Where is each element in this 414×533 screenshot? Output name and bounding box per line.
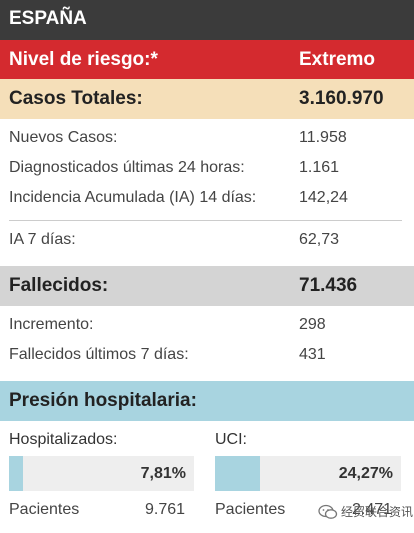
wechat-icon	[318, 504, 338, 519]
total-cases-value: 3.160.970	[299, 88, 384, 109]
icu-label: UCI:	[215, 431, 247, 448]
risk-level-label: Nivel de riesgo:*	[9, 49, 158, 70]
hospitalized-bar: 7,81%	[9, 456, 194, 491]
diagnosed-24h-label: Diagnosticados últimas 24 horas:	[9, 159, 245, 176]
new-cases-value: 11.958	[299, 129, 347, 146]
icu-bar-fill	[215, 456, 261, 491]
region-header: ESPAÑA	[0, 0, 414, 40]
watermark: 经贸联合资讯	[318, 503, 413, 520]
deaths-increment-value: 298	[299, 316, 326, 333]
incidence-7d-value: 62,73	[299, 231, 340, 248]
deaths-7d-value: 431	[299, 346, 326, 363]
hospitalized-bar-fill	[9, 456, 24, 491]
deaths-label: Fallecidos:	[9, 275, 109, 296]
hospital-pressure-band: Presión hospitalaria:	[0, 381, 414, 421]
hospitalized-patients-value: 9.761	[145, 501, 186, 518]
icu-patients-label: Pacientes	[215, 501, 286, 518]
icu-patients-value: 2.471	[352, 501, 393, 518]
hospitalized-percent: 7,81%	[140, 465, 186, 482]
new-cases-label: Nuevos Casos:	[9, 129, 118, 146]
icu-percent: 24,27%	[338, 465, 393, 482]
diagnosed-24h-value: 1.161	[299, 159, 340, 176]
hospitalized-patients-label: Pacientes	[9, 501, 80, 518]
incidence-14d-value: 142,24	[299, 189, 348, 206]
section-divider	[9, 220, 402, 221]
risk-level-row: Nivel de riesgo:* Extremo	[0, 40, 414, 79]
watermark-text: 经贸联合资讯	[341, 505, 414, 519]
deaths-increment-label: Incremento:	[9, 316, 94, 333]
region-title: ESPAÑA	[9, 8, 87, 29]
deaths-value: 71.436	[299, 275, 358, 296]
risk-level-value: Extremo	[299, 49, 376, 70]
deaths-7d-label: Fallecidos últimos 7 días:	[9, 346, 189, 363]
hospitalized-label: Hospitalizados:	[9, 431, 118, 448]
incidence-14d-label: Incidencia Acumulada (IA) 14 días:	[9, 189, 257, 206]
deaths-band: Fallecidos: 71.436	[0, 266, 414, 306]
total-cases-label: Casos Totales:	[9, 88, 143, 109]
incidence-7d-label: IA 7 días:	[9, 231, 76, 248]
hospital-pressure-title: Presión hospitalaria:	[9, 390, 197, 411]
total-cases-band: Casos Totales: 3.160.970	[0, 79, 414, 119]
icu-bar: 24,27%	[215, 456, 401, 491]
